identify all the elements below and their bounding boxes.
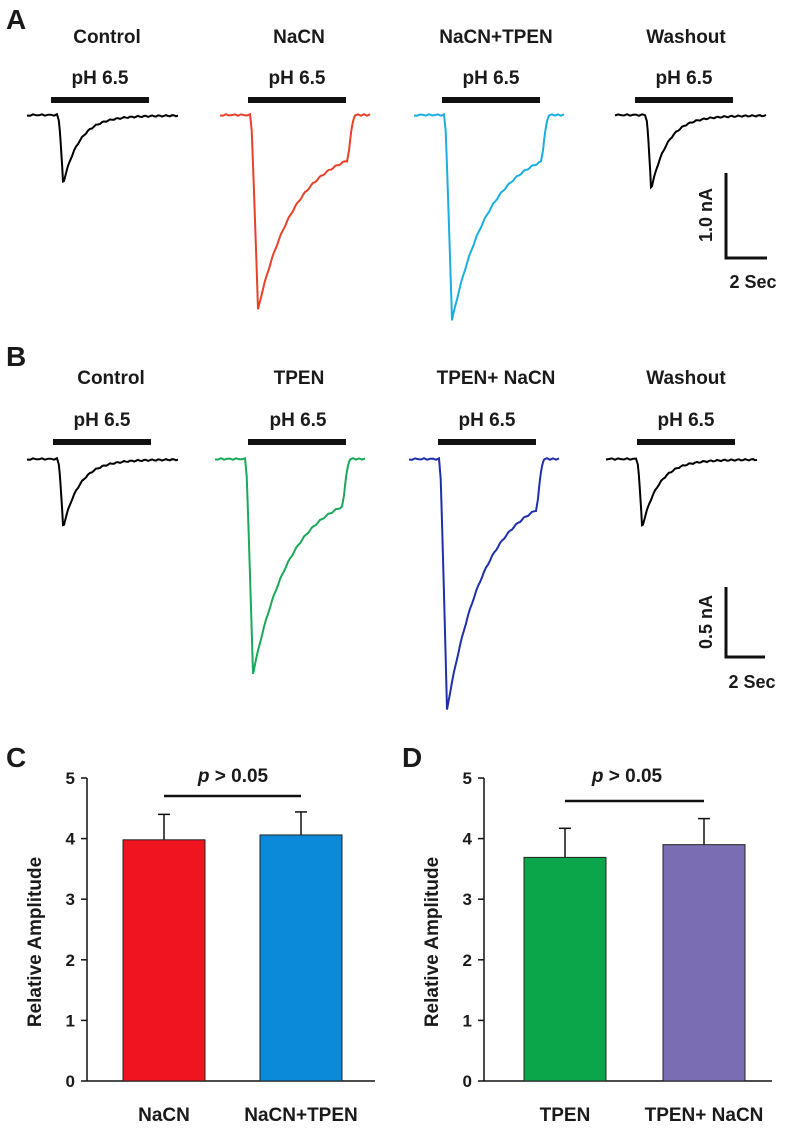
stim-label-b2: pH 6.5: [269, 410, 326, 431]
p-text-c: > 0.05: [209, 766, 268, 787]
stim-bar-a4: [635, 97, 733, 103]
stim-label-a1: pH 6.5: [71, 68, 128, 89]
y-tick-label-d-3: 3: [463, 890, 472, 909]
p-symbol-d: p: [591, 766, 604, 787]
y-tick-label-d-0: 0: [463, 1072, 472, 1091]
trace-title-a3: NaCN+TPEN: [439, 27, 553, 48]
stim-bar-b1: [53, 439, 151, 445]
x-tick-label-d-2: TPEN+ NaCN: [645, 1105, 764, 1126]
stim-label-a4: pH 6.5: [655, 68, 712, 89]
stim-bar-a1: [51, 97, 149, 103]
trace-title-a2: NaCN: [273, 27, 325, 48]
bar-chart-c: 0 1 2 3 4 5 NaCN NaCN+TPEN: [66, 769, 375, 1126]
current-trace-a1: [26, 112, 179, 184]
y-axis-label-d: Relative Amplitude: [422, 857, 443, 1027]
y-tick-label-d-2: 2: [463, 951, 472, 970]
current-trace-a2: [219, 112, 371, 310]
scale-y-label-b: 0.5 nA: [696, 595, 716, 649]
scale-bar-a: [724, 173, 767, 260]
stim-label-a3: pH 6.5: [462, 68, 519, 89]
trace-title-b2: TPEN: [274, 368, 325, 389]
current-trace-a3: [413, 112, 565, 321]
y-tick-label-c-5: 5: [66, 769, 75, 788]
y-axis-label-c: Relative Amplitude: [25, 857, 46, 1027]
scale-x-label-b: 2 Sec: [728, 672, 775, 692]
y-tick-label-c-0: 0: [66, 1072, 75, 1091]
bar-c-1: [122, 839, 206, 1082]
panel-b: B Control TPEN TPEN+ NaCN Washout pH 6.5…: [6, 341, 776, 710]
significance-label-c: p > 0.05: [197, 766, 269, 787]
stim-bar-a2: [248, 97, 346, 103]
x-tick-label-c-1: NaCN: [138, 1105, 190, 1126]
y-tick-label-c-1: 1: [66, 1011, 75, 1030]
y-tick-label-c-2: 2: [66, 951, 75, 970]
panel-b-letter: B: [6, 341, 26, 372]
x-tick-label-c-2: NaCN+TPEN: [244, 1105, 358, 1126]
trace-title-a4: Washout: [646, 27, 726, 48]
panel-c: C Relative Amplitude 0 1 2 3 4 5 NaCN NaCN+TPEN…: [6, 742, 375, 1126]
panel-a: A Control NaCN NaCN+TPEN Washout pH 6.5 …: [6, 4, 777, 321]
stim-bar-a3: [442, 97, 540, 103]
p-text-d: > 0.05: [603, 766, 662, 787]
scale-y-label-a: 1.0 nA: [696, 188, 716, 242]
stim-bar-b2: [248, 439, 346, 445]
stim-label-b4: pH 6.5: [657, 410, 714, 431]
significance-label-d: p > 0.05: [591, 766, 663, 787]
trace-title-a1: Control: [73, 27, 141, 48]
bar-chart-d: 0 1 2 3 4 5 TPEN TPEN+ NaCN: [463, 769, 772, 1126]
current-trace-b3: [408, 456, 560, 710]
stim-bar-b4: [637, 439, 735, 445]
current-trace-a4: [614, 113, 767, 190]
y-tick-label-d-4: 4: [463, 830, 473, 849]
y-tick-label-c-4: 4: [66, 830, 76, 849]
bar-d-2: [662, 844, 746, 1082]
stim-label-b1: pH 6.5: [73, 410, 130, 431]
current-trace-b4: [605, 457, 758, 527]
panel-d-letter: D: [402, 742, 422, 773]
y-tick-label-c-3: 3: [66, 890, 75, 909]
panel-a-letter: A: [6, 4, 26, 35]
trace-title-b3: TPEN+ NaCN: [437, 368, 556, 389]
current-trace-b2: [215, 456, 366, 675]
current-trace-b1: [26, 456, 179, 527]
bar-c-2: [259, 834, 343, 1082]
stim-bar-b3: [438, 439, 536, 445]
p-symbol-c: p: [197, 766, 210, 787]
scale-x-label-a: 2 Sec: [729, 272, 776, 292]
y-tick-label-d-5: 5: [463, 769, 472, 788]
panel-c-letter: C: [6, 742, 26, 773]
trace-title-b1: Control: [77, 368, 145, 389]
stim-label-a2: pH 6.5: [268, 68, 325, 89]
x-tick-label-d-1: TPEN: [540, 1105, 591, 1126]
panel-d: D Relative Amplitude 0 1 2 3 4 5 TPEN TPEN+ NaC…: [402, 742, 772, 1126]
y-tick-label-d-1: 1: [463, 1011, 472, 1030]
stim-label-b3: pH 6.5: [458, 410, 515, 431]
trace-title-b4: Washout: [646, 368, 726, 389]
bar-d-1: [523, 856, 607, 1082]
scale-bar-b: [724, 587, 765, 659]
